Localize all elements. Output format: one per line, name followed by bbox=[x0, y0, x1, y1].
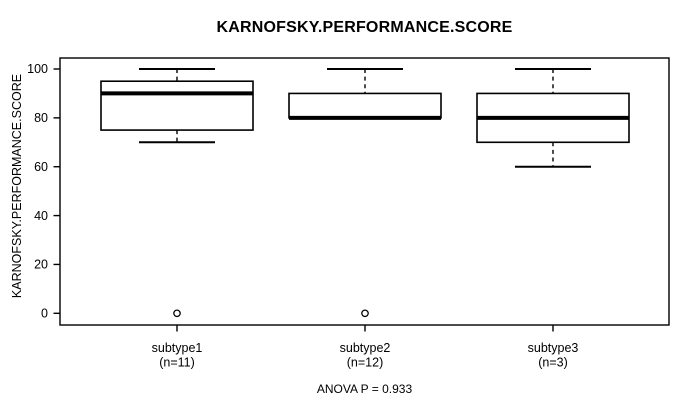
y-tick-label: 20 bbox=[34, 258, 48, 272]
y-tick-label: 40 bbox=[34, 209, 48, 223]
x-axis-sublabel: (n=3) bbox=[538, 356, 568, 370]
x-axis-label: subtype1 bbox=[152, 341, 203, 355]
y-tick-label: 0 bbox=[41, 307, 48, 321]
chart-title: KARNOFSKY.PERFORMANCE.SCORE bbox=[216, 19, 513, 36]
y-tick-label: 80 bbox=[34, 111, 48, 125]
boxplot-box bbox=[288, 92, 442, 119]
boxplot-box bbox=[100, 80, 254, 131]
y-tick-label: 60 bbox=[34, 160, 48, 174]
outlier-point bbox=[173, 309, 181, 318]
anova-p-annotation: ANOVA P = 0.933 bbox=[316, 382, 413, 396]
y-tick-label: 100 bbox=[27, 62, 48, 76]
x-axis-label: subtype3 bbox=[528, 341, 579, 355]
x-axis-sublabel: (n=12) bbox=[347, 356, 383, 370]
outlier-point bbox=[361, 309, 369, 318]
x-axis-label: subtype2 bbox=[340, 341, 391, 355]
x-axis-sublabel: (n=11) bbox=[159, 356, 195, 370]
